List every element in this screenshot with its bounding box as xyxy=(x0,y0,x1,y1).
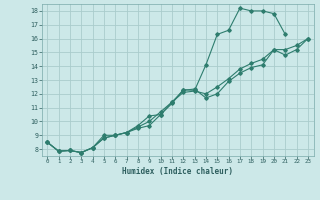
X-axis label: Humidex (Indice chaleur): Humidex (Indice chaleur) xyxy=(122,167,233,176)
